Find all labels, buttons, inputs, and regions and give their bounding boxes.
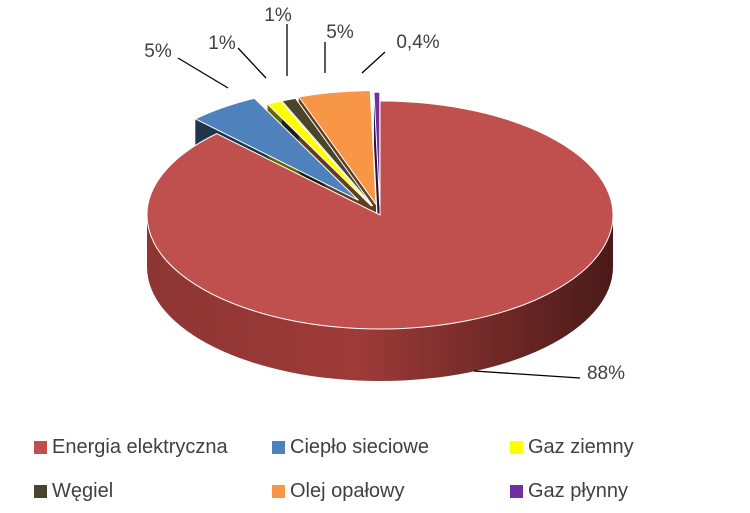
slice-olej-opałowy [297,89,377,207]
legend-label: Ciepło sieciowe [290,436,429,458]
data-label: 0,4% [396,32,439,53]
legend-swatch [510,441,523,454]
legend-item: Węgiel [34,480,113,503]
slice-energia-elektryczna [146,100,614,330]
leader-line [237,47,267,79]
slice-węgiel [281,97,374,207]
leader-line [177,57,229,89]
data-labels: 88% 5% 1% 1% 5% 0,4% [144,5,625,384]
legend-item: Gaz ziemny [510,436,634,459]
legend-swatch [34,485,47,498]
legend-item: Ciepło sieciowe [272,436,429,459]
data-label: 1% [208,33,236,54]
slice-gaz-płynny [373,91,381,207]
legend-item: Gaz płynny [510,480,628,503]
leader-line [473,370,581,379]
legend-swatch [34,441,47,454]
pie-tops [146,89,614,330]
data-label: 5% [144,41,172,62]
legend-swatch [272,441,285,454]
legend-label: Energia elektryczna [52,436,228,458]
legend-label: Węgiel [52,480,114,502]
data-label: 1% [264,5,292,26]
legend-swatch [510,485,523,498]
legend-label: Olej opałowy [290,480,405,502]
slice-gaz-ziemny [266,100,373,207]
legend-item: Energia elektryczna [34,436,228,459]
slice-side [147,215,613,381]
data-label: 5% [326,22,354,43]
slice-ciepło-sieciowe [194,97,359,201]
legend-label: Gaz płynny [528,480,629,502]
data-label: 88% [587,363,625,384]
legend-swatch [272,485,285,498]
legend: Energia elektryczna Ciepło sieciowe Gaz zi… [0,420,750,510]
legend-item: Olej opałowy [272,480,405,503]
legend-label: Gaz ziemny [528,436,634,458]
leader-line [361,51,386,74]
leader-lines [177,24,581,379]
pie-chart: 88% 5% 1% 1% 5% 0,4% [144,5,625,384]
